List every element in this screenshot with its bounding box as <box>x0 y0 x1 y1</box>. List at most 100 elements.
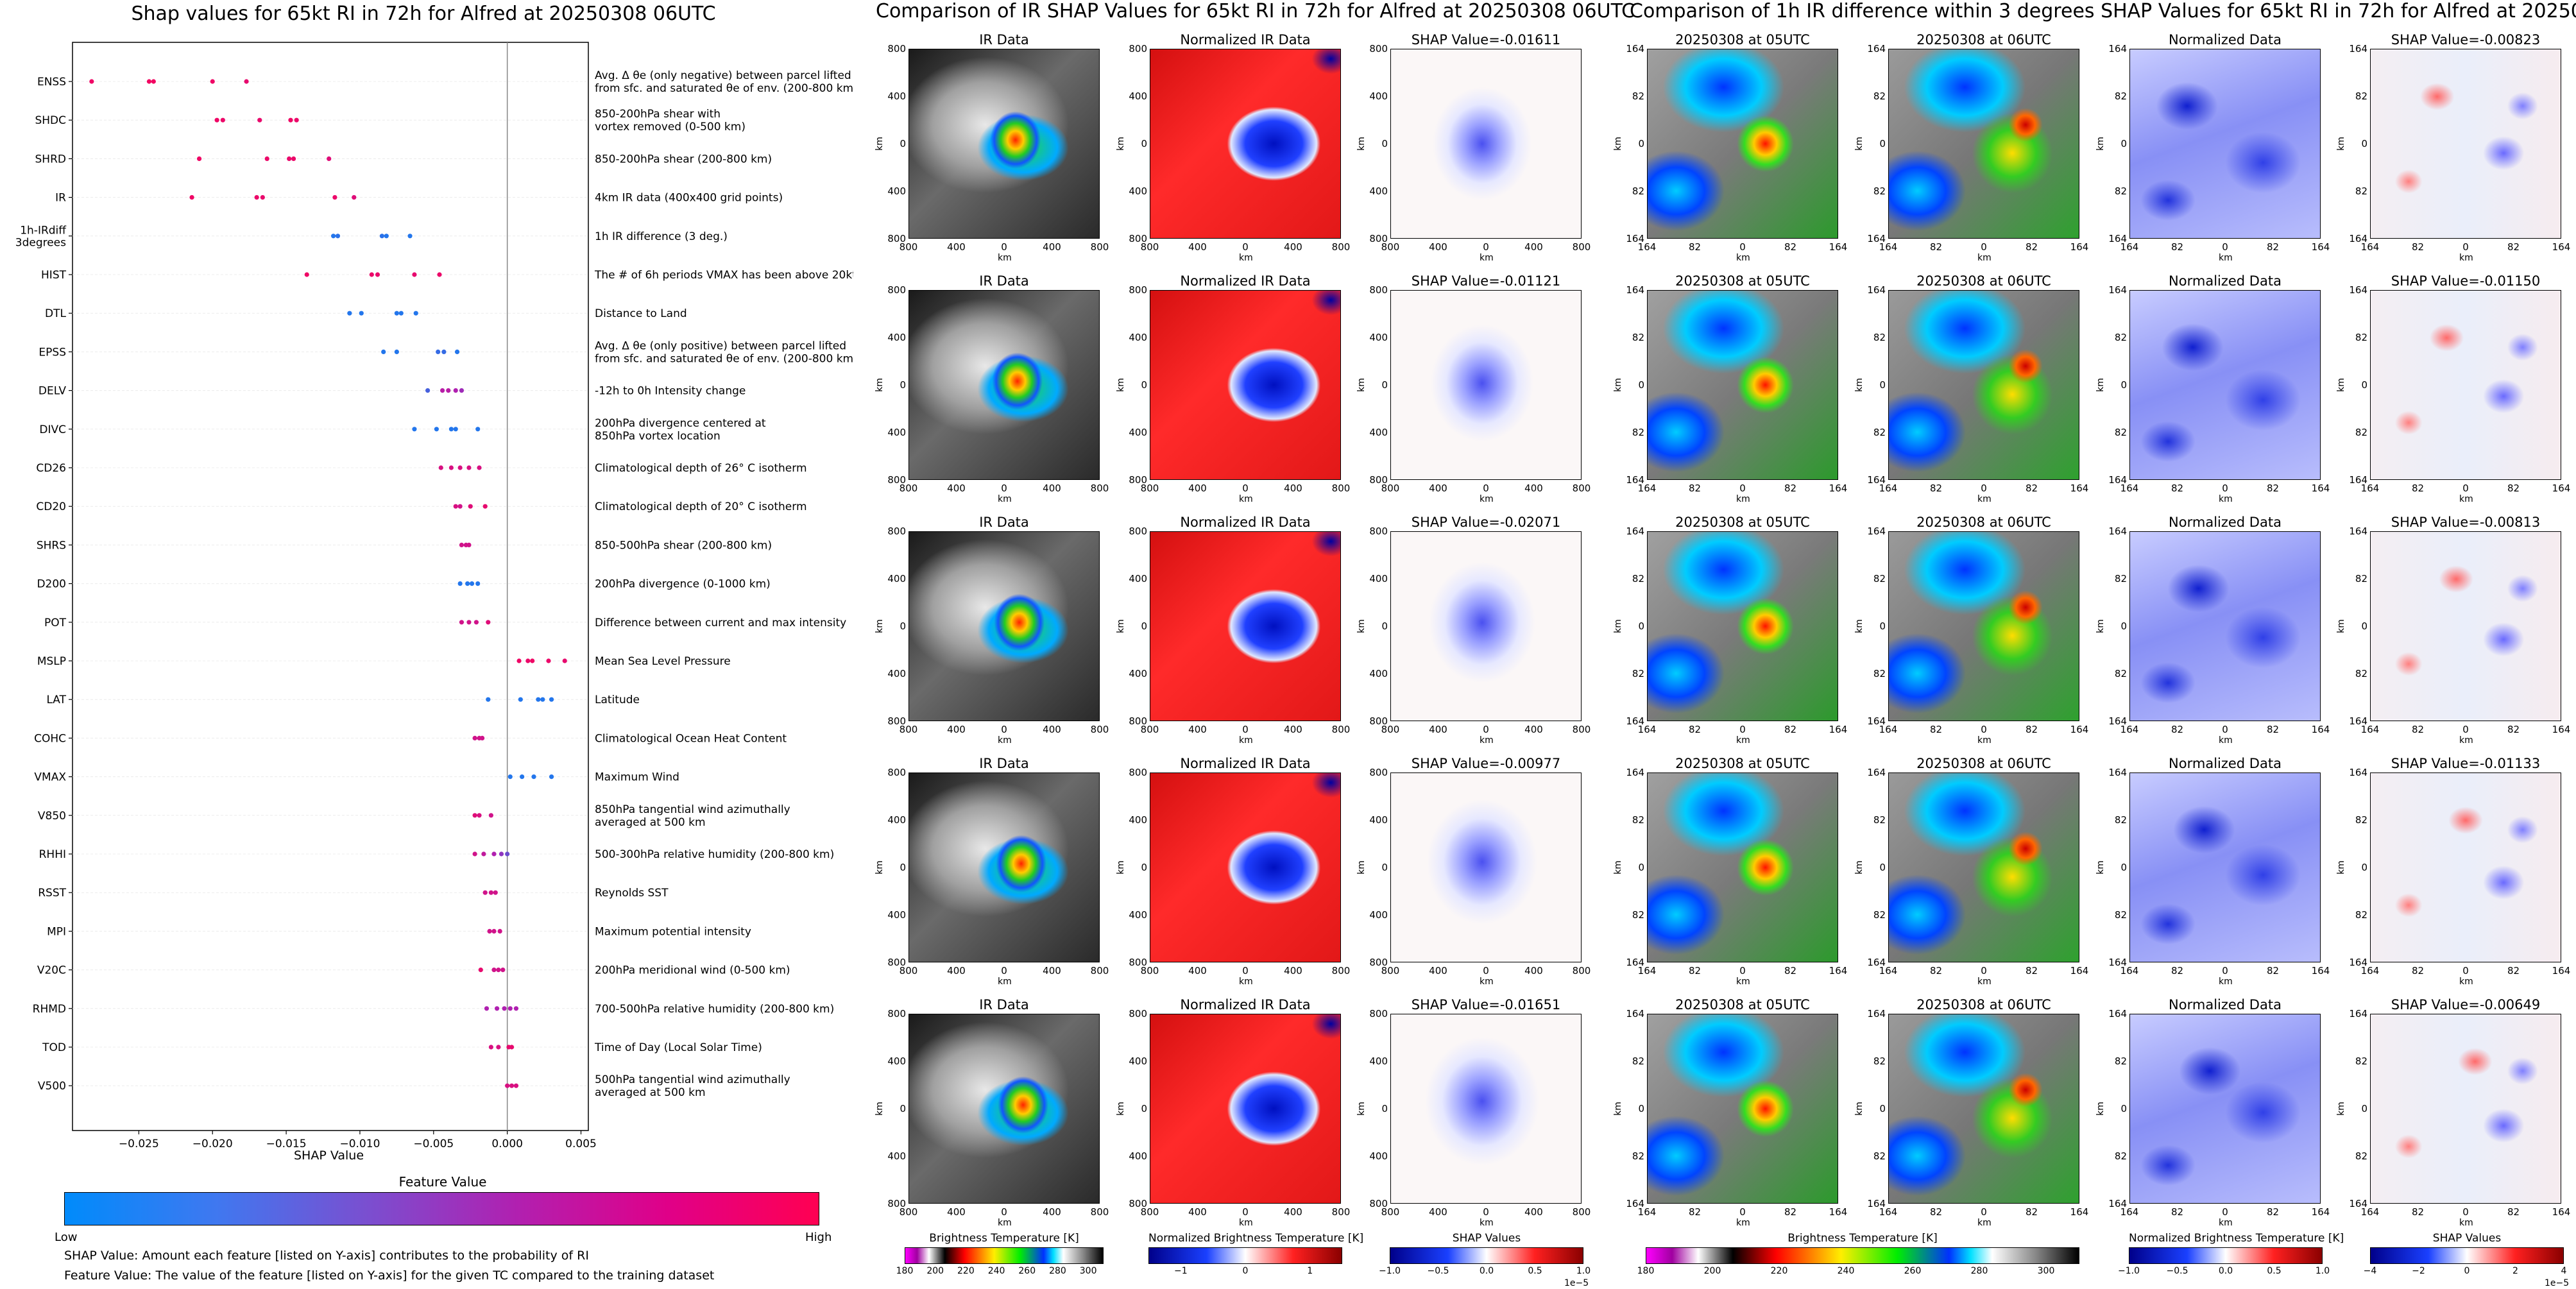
y-axis-label: km <box>2335 1102 2346 1116</box>
x-tick-label: 82 <box>2507 965 2520 977</box>
x-tick-label: 400 <box>1429 965 1447 977</box>
y-tick-label: 82 <box>2355 332 2367 343</box>
y-tick-label: 164 <box>2108 767 2127 778</box>
x-tick-label: 0 <box>1483 241 1489 253</box>
ir-diff-comparison-title: Comparison of 1h IR difference within 3 … <box>1630 0 2576 22</box>
panel-title: 20250308 at 06UTC <box>1916 997 2051 1012</box>
y-tick-label: 400 <box>1369 185 1388 197</box>
shap-point <box>369 272 374 277</box>
colorbar-label: SHAP Values <box>1452 1232 1521 1245</box>
feature-label: 1h-IRdiff <box>20 224 67 237</box>
feature-description: 850-500hPa shear (200-800 km) <box>595 539 772 552</box>
x-tick-label: 400 <box>1524 241 1543 253</box>
y-tick-label: 0 <box>1638 862 1644 873</box>
y-axis-label: km <box>2095 378 2106 392</box>
y-tick-label: 164 <box>1867 284 1886 296</box>
y-tick-label: 0 <box>1141 862 1147 873</box>
y-tick-label: 164 <box>1626 233 1644 244</box>
panel-title: IR Data <box>979 997 1029 1012</box>
x-tick-label: −0.010 <box>339 1138 380 1150</box>
x-axis-label: km <box>1239 735 1253 746</box>
shap-point <box>260 195 265 200</box>
x-tick-label: 0.005 <box>565 1138 597 1150</box>
feature-description: 1h IR difference (3 deg.) <box>595 230 728 243</box>
y-axis-label: km <box>1356 378 1367 392</box>
shap-point <box>488 813 493 818</box>
y-tick-label: 164 <box>2108 957 2127 968</box>
y-axis-label: km <box>1115 1102 1126 1116</box>
x-tick-label: 164 <box>1879 724 1898 735</box>
feature-description: Difference between current and max inten… <box>595 617 846 629</box>
y-tick-label: 0 <box>1381 1103 1388 1114</box>
shap-point <box>466 465 472 470</box>
y-tick-label: 164 <box>2108 715 2127 727</box>
x-axis-label: km <box>1239 494 1253 504</box>
x-axis-label: km <box>1736 977 1750 987</box>
y-tick-label: 82 <box>1873 90 1886 102</box>
shap-point <box>491 851 497 857</box>
x-tick-label: 800 <box>1331 965 1351 977</box>
y-tick-label: 400 <box>887 332 906 343</box>
y-tick-label: 0 <box>1381 379 1388 391</box>
y-tick-label: 82 <box>1632 814 1644 826</box>
x-axis-label: km <box>998 253 1012 263</box>
feature-description: 4km IR data (400x400 grid points) <box>595 192 783 205</box>
y-tick-label: 164 <box>1867 767 1886 778</box>
colorbar-tick-label: 240 <box>987 1266 1005 1276</box>
shap-point <box>448 427 454 432</box>
y-tick-label: 400 <box>1129 427 1147 438</box>
shap-point <box>502 1006 507 1011</box>
shap-point <box>494 1006 500 1011</box>
y-axis-label: km <box>1612 860 1623 875</box>
shap-point <box>499 851 504 857</box>
colorbar-tick-label: 200 <box>926 1266 944 1276</box>
x-tick-label: 164 <box>2552 724 2571 735</box>
x-tick-label: 0 <box>1001 724 1007 735</box>
y-axis-label: km <box>1854 137 1864 151</box>
colorbar-tick-label: 0 <box>2464 1266 2470 1276</box>
y-tick-label: 82 <box>1632 909 1644 921</box>
feature-label: ENSS <box>37 76 66 89</box>
x-tick-label: 0 <box>1483 965 1489 977</box>
feature-description: 850hPa vortex location <box>595 430 721 443</box>
shap-point <box>530 658 535 663</box>
colorbar-tick-label: 1.0 <box>1576 1266 1591 1276</box>
x-tick-label: 164 <box>1637 482 1657 494</box>
y-tick-label: 800 <box>1369 1008 1388 1020</box>
x-tick-label: 0 <box>1981 1206 1987 1218</box>
colorbar-label: Brightness Temperature [K] <box>1787 1232 1938 1245</box>
y-tick-label: 0 <box>900 1103 906 1114</box>
panel-title: Normalized Data <box>2169 756 2282 771</box>
y-axis-label: km <box>874 619 885 633</box>
x-tick-label: 0 <box>2222 724 2228 735</box>
shap-point <box>151 79 156 84</box>
y-tick-label: 164 <box>2108 233 2127 244</box>
shap-point <box>457 581 463 586</box>
y-tick-label: 164 <box>2349 715 2367 727</box>
x-tick-label: 82 <box>2171 965 2184 977</box>
y-tick-label: 82 <box>2114 427 2127 438</box>
colorbar-tick-label: −1 <box>1174 1266 1188 1276</box>
colorbar-gradient <box>1390 1247 1583 1264</box>
x-tick-label: 164 <box>1829 482 1848 494</box>
shap-point <box>546 658 551 663</box>
shap-point <box>335 234 341 239</box>
ir-image <box>908 290 1100 480</box>
x-tick-label: 0 <box>1242 1206 1249 1218</box>
feature-description: 850hPa tangential wind azimuthally <box>595 803 790 816</box>
x-tick-label: 800 <box>1090 241 1109 253</box>
panel-title: Normalized IR Data <box>1180 273 1311 289</box>
x-tick-label: 82 <box>1688 241 1702 253</box>
shap-point <box>562 658 567 663</box>
x-tick-label: 0 <box>2462 1206 2469 1218</box>
shap-point <box>264 156 269 161</box>
shap-point <box>294 117 299 123</box>
y-tick-label: 82 <box>1873 185 1886 197</box>
feature-description: vortex removed (0-500 km) <box>595 121 746 133</box>
x-tick-label: 164 <box>2552 482 2571 494</box>
x-tick-label: 0 <box>2222 1206 2228 1218</box>
feature-description: Maximum Wind <box>595 771 679 784</box>
shap-point <box>359 311 364 316</box>
y-axis-label: km <box>1612 378 1623 392</box>
shap-point <box>475 427 481 432</box>
